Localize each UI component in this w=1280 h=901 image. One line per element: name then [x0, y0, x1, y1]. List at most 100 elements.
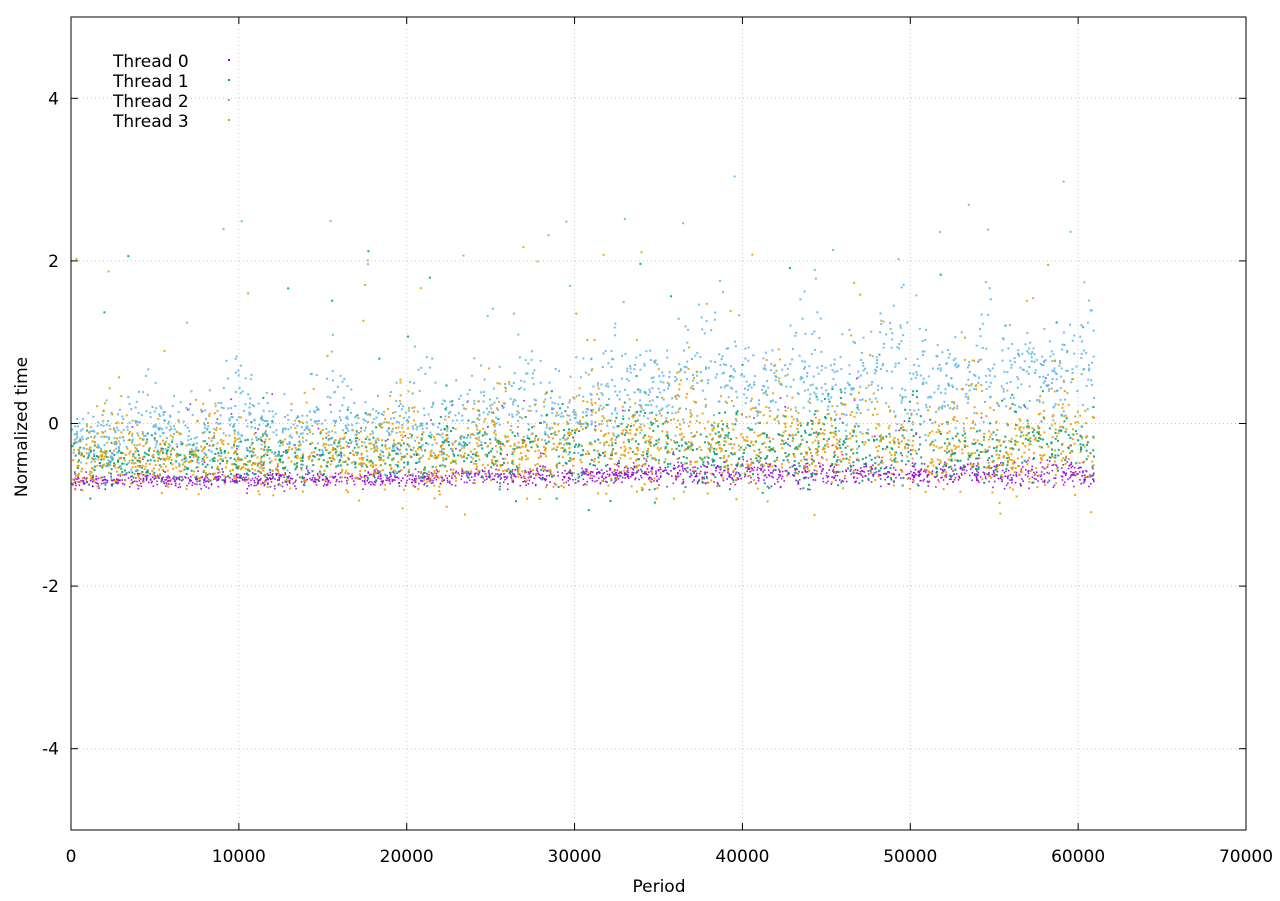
data-point: [245, 377, 247, 379]
data-point: [320, 473, 322, 475]
data-point: [713, 451, 715, 453]
data-point: [1042, 402, 1044, 404]
data-point: [798, 462, 800, 464]
data-point: [278, 477, 280, 479]
data-point: [244, 473, 246, 475]
data-point: [610, 500, 612, 502]
data-point: [832, 369, 834, 371]
data-point: [93, 431, 95, 433]
data-point: [719, 280, 721, 282]
data-point: [775, 401, 777, 403]
data-point: [230, 473, 232, 475]
data-point: [279, 475, 281, 477]
data-point: [1071, 368, 1073, 370]
data-point: [1026, 461, 1028, 463]
data-point: [147, 394, 149, 396]
data-point: [529, 441, 531, 443]
data-point: [307, 470, 309, 472]
data-point: [186, 485, 188, 487]
data-point: [429, 277, 431, 279]
data-point: [103, 425, 105, 427]
data-point: [356, 422, 358, 424]
data-point: [455, 448, 457, 450]
data-point: [820, 318, 822, 320]
data-point: [396, 421, 398, 423]
data-point: [1072, 480, 1074, 482]
data-point: [655, 414, 657, 416]
data-point: [601, 476, 603, 478]
data-point: [123, 457, 125, 459]
data-point: [673, 467, 675, 469]
data-point: [423, 408, 425, 410]
data-point: [189, 481, 191, 483]
data-point: [322, 454, 324, 456]
data-point: [858, 376, 860, 378]
data-point: [451, 400, 453, 402]
data-point: [757, 415, 759, 417]
data-point: [762, 492, 764, 494]
data-point: [787, 473, 789, 475]
data-point: [840, 481, 842, 483]
data-point: [632, 472, 634, 474]
data-point: [742, 456, 744, 458]
data-point: [250, 421, 252, 423]
data-point: [83, 448, 85, 450]
data-point: [235, 464, 237, 466]
data-point: [614, 327, 616, 329]
data-point: [415, 481, 417, 483]
data-point: [628, 418, 630, 420]
data-point: [608, 398, 610, 400]
data-point: [616, 413, 618, 415]
data-point: [980, 359, 982, 361]
data-point: [294, 485, 296, 487]
data-point: [570, 376, 572, 378]
data-point: [917, 358, 919, 360]
data-point: [836, 405, 838, 407]
data-point: [1018, 449, 1020, 451]
data-point: [138, 412, 140, 414]
data-point: [986, 473, 988, 475]
data-point: [859, 482, 861, 484]
data-point: [903, 429, 905, 431]
data-point: [652, 381, 654, 383]
data-point: [900, 477, 902, 479]
data-point: [165, 485, 167, 487]
data-point: [564, 449, 566, 451]
data-point: [812, 384, 814, 386]
data-point: [418, 475, 420, 477]
data-point: [785, 426, 787, 428]
data-point: [628, 380, 630, 382]
data-point: [387, 439, 389, 441]
data-point: [111, 441, 113, 443]
data-point: [1005, 405, 1007, 407]
data-point: [738, 458, 740, 460]
data-point: [452, 474, 454, 476]
data-point: [295, 488, 297, 490]
data-point: [528, 429, 530, 431]
data-point: [696, 431, 698, 433]
data-point: [686, 366, 688, 368]
data-point: [267, 484, 269, 486]
data-point: [851, 393, 853, 395]
data-point: [1025, 469, 1027, 471]
data-point: [1059, 360, 1061, 362]
data-point: [821, 365, 823, 367]
data-point: [809, 410, 811, 412]
data-point: [1092, 449, 1094, 451]
data-point: [619, 391, 621, 393]
data-point: [1082, 470, 1084, 472]
data-point: [893, 467, 895, 469]
data-point: [1020, 367, 1022, 369]
data-point: [925, 329, 927, 331]
data-point: [730, 483, 732, 485]
data-point: [701, 316, 703, 318]
data-point: [1049, 457, 1051, 459]
data-point: [852, 461, 854, 463]
data-point: [981, 417, 983, 419]
data-point: [524, 480, 526, 482]
data-point: [499, 486, 501, 488]
data-point: [332, 476, 334, 478]
data-point: [656, 406, 658, 408]
data-point: [324, 447, 326, 449]
data-point: [572, 437, 574, 439]
